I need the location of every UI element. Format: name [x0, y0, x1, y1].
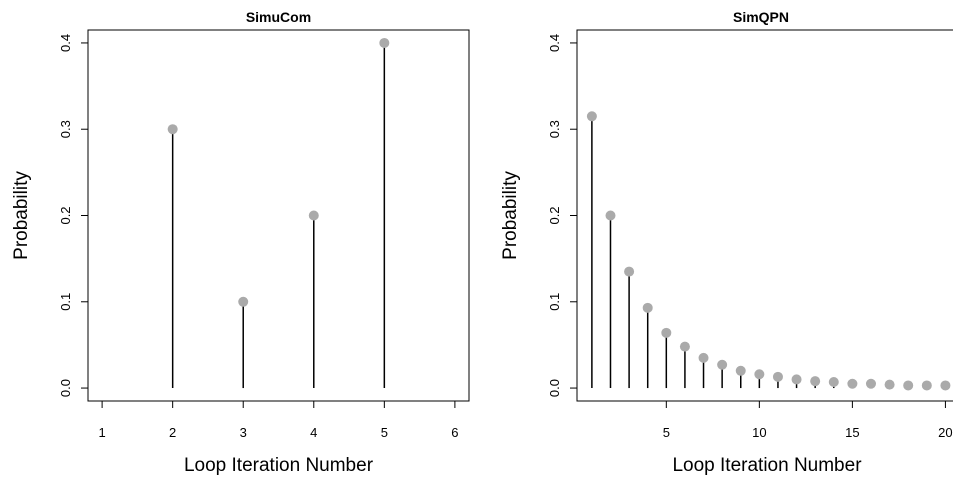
x-tick-label: 15 [845, 425, 859, 440]
data-marks [167, 37, 390, 389]
y-tick-label: 0.3 [58, 120, 73, 138]
y-tick-label: 0.2 [547, 206, 562, 224]
data-point [828, 377, 839, 388]
plot-frame [87, 29, 470, 402]
x-tick-label: 4 [310, 425, 317, 440]
data-point [847, 378, 858, 389]
data-point [308, 210, 319, 221]
plot-frame [576, 29, 953, 402]
x-tick-label: 1 [98, 425, 105, 440]
data-point [903, 380, 914, 391]
x-tick-label: 6 [451, 425, 458, 440]
data-marks [586, 111, 951, 391]
axes: 0.0 0.1 0.2 0.3 0.4 1 2 3 4 5 6 [58, 34, 459, 440]
y-tick-label: 0.2 [58, 206, 73, 224]
data-point [586, 111, 597, 122]
data-point [679, 341, 690, 352]
data-point [940, 380, 951, 391]
data-point [865, 378, 876, 389]
x-tick-label: 3 [240, 425, 247, 440]
y-tick-label: 0.4 [58, 34, 73, 52]
x-axis-label: Loop Iteration Number [184, 455, 374, 476]
y-tick-label: 0.1 [547, 293, 562, 311]
data-point [810, 376, 821, 387]
x-tick-label: 5 [381, 425, 388, 440]
x-tick-label: 5 [663, 425, 670, 440]
x-tick-label: 2 [169, 425, 176, 440]
data-point [642, 302, 653, 313]
x-tick-label: 10 [752, 425, 766, 440]
data-point [379, 37, 390, 48]
data-point [884, 379, 895, 390]
data-point [754, 369, 765, 380]
plot-title: SimQPN [733, 9, 789, 25]
panel-simucom: SimuCom Loop Iteration Number Probabilit… [11, 9, 470, 476]
data-point [698, 352, 709, 363]
data-point [238, 296, 249, 307]
axes: 0.0 0.1 0.2 0.3 0.4 5 10 15 20 [547, 34, 953, 440]
y-tick-label: 0.4 [547, 34, 562, 52]
y-tick-label: 0.3 [547, 120, 562, 138]
data-point [772, 371, 783, 382]
y-tick-label: 0.0 [58, 379, 73, 397]
plot-title: SimuCom [246, 9, 311, 25]
data-point [661, 327, 672, 338]
y-tick-label: 0.0 [547, 379, 562, 397]
y-tick-label: 0.1 [58, 293, 73, 311]
data-point [605, 210, 616, 221]
y-axis-label: Probability [11, 171, 32, 260]
data-point [921, 380, 932, 391]
data-point [717, 359, 728, 370]
data-point [735, 365, 746, 376]
data-point [791, 374, 802, 385]
x-axis-label: Loop Iteration Number [672, 455, 862, 476]
panel-simqpn: SimQPN Loop Iteration Number Probability… [500, 9, 953, 476]
y-axis-label: Probability [500, 171, 521, 260]
x-tick-label: 20 [938, 425, 952, 440]
data-point [167, 124, 178, 135]
data-point [624, 266, 635, 277]
